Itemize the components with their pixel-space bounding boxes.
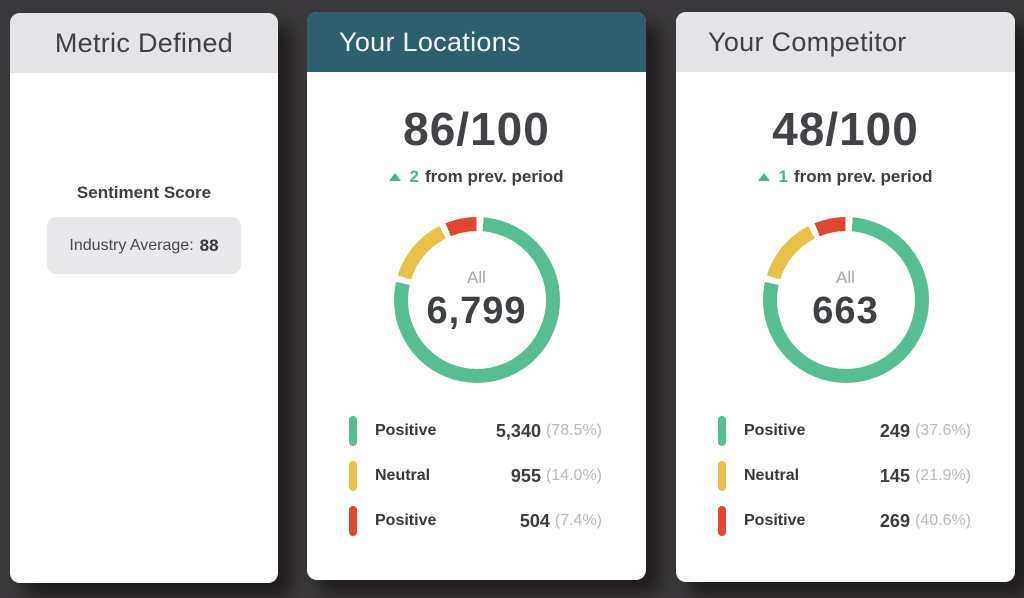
metric-defined-card: Metric Defined Sentiment Score Industry … (10, 13, 278, 583)
legend-label: Positive (375, 512, 437, 529)
competitor-delta-value: 1 (778, 167, 788, 186)
locations-donut-center-label: All (467, 267, 486, 287)
legend-row-positive: Positive 249 (37.6%) (718, 416, 971, 446)
legend-percent: (21.9%) (914, 467, 971, 484)
your-locations-card: Your Locations 86/100 2 from prev. perio… (307, 12, 646, 580)
up-triangle-icon (389, 173, 402, 181)
legend-label: Positive (375, 422, 437, 439)
legend-percent: (40.6%) (914, 512, 971, 529)
competitor-legend: Positive 249 (37.6%) Neutral 145 (21.9%)… (718, 416, 971, 536)
legend-label: Neutral (375, 467, 431, 484)
positive-swatch (349, 416, 357, 446)
negative-swatch (718, 506, 726, 536)
legend-percent: (78.5%) (545, 422, 602, 439)
locations-score: 86/100 (403, 103, 550, 155)
competitor-donut-center: All 663 (776, 231, 915, 369)
industry-average-box: Industry Average: 88 (47, 217, 241, 274)
neutral-swatch (349, 461, 357, 491)
competitor-donut-chart: All 663 (762, 217, 929, 383)
neutral-swatch (718, 461, 726, 491)
your-competitor-header: Your Competitor (676, 12, 1015, 72)
locations-delta-suffix: from prev. period (424, 167, 564, 186)
your-locations-body: 86/100 2 from prev. period All 6,799 Pos… (307, 104, 646, 536)
legend-row-negative: Positive 504 (7.4%) (349, 506, 602, 536)
legend-row-positive: Positive 5,340 (78.5%) (349, 416, 602, 446)
industry-average-label: Industry Average: (69, 236, 194, 254)
metric-name: Sentiment Score (76, 183, 212, 202)
legend-percent: (14.0%) (545, 467, 602, 484)
legend-row-neutral: Neutral 955 (14.0%) (349, 461, 602, 491)
locations-legend: Positive 5,340 (78.5%) Neutral 955 (14.0… (349, 416, 602, 536)
locations-donut-total: 6,799 (426, 289, 527, 332)
your-competitor-body: 48/100 1 from prev. period All 663 Posit… (676, 104, 1015, 536)
legend-row-neutral: Neutral 145 (21.9%) (718, 461, 971, 491)
legend-value: 145 (879, 465, 910, 486)
locations-donut-center: All 6,799 (407, 231, 546, 369)
legend-value: 955 (510, 465, 541, 486)
locations-donut-chart: All 6,799 (393, 217, 560, 383)
metric-defined-body: Sentiment Score Industry Average: 88 (10, 183, 278, 274)
legend-row-negative: Positive 269 (40.6%) (718, 506, 971, 536)
negative-swatch (349, 506, 357, 536)
your-locations-title: Your Locations (339, 26, 521, 57)
industry-average-value: 88 (199, 235, 219, 255)
metric-defined-title: Metric Defined (54, 27, 234, 58)
legend-percent: (37.6%) (914, 422, 971, 439)
legend-value: 249 (879, 420, 910, 441)
your-competitor-title: Your Competitor (708, 26, 907, 57)
competitor-score: 48/100 (772, 103, 919, 155)
locations-delta: 2 from prev. period (307, 167, 646, 187)
locations-delta-value: 2 (409, 167, 419, 186)
legend-label: Positive (744, 422, 806, 439)
competitor-delta: 1 from prev. period (676, 167, 1015, 187)
your-locations-header: Your Locations (307, 12, 646, 72)
legend-label: Neutral (744, 467, 800, 484)
legend-value: 5,340 (495, 420, 541, 441)
legend-value: 504 (519, 510, 550, 531)
your-competitor-card: Your Competitor 48/100 1 from prev. peri… (676, 12, 1015, 582)
legend-label: Positive (744, 512, 806, 529)
competitor-donut-center-label: All (836, 267, 855, 287)
positive-swatch (718, 416, 726, 446)
competitor-donut-total: 663 (812, 289, 879, 332)
legend-value: 269 (879, 510, 910, 531)
metric-defined-header: Metric Defined (10, 13, 278, 73)
up-triangle-icon (758, 173, 771, 181)
competitor-delta-suffix: from prev. period (793, 167, 933, 186)
legend-percent: (7.4%) (554, 512, 602, 529)
